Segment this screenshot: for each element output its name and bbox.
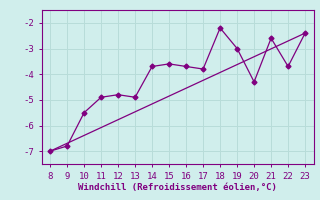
X-axis label: Windchill (Refroidissement éolien,°C): Windchill (Refroidissement éolien,°C) [78,183,277,192]
